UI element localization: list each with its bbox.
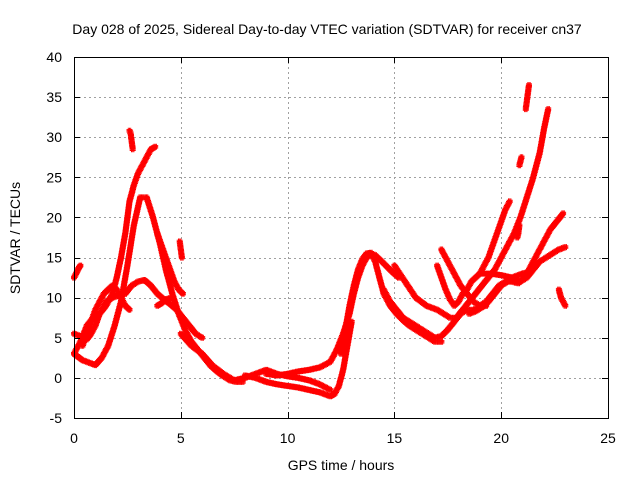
data-point-markers xyxy=(241,318,355,400)
data-point-markers xyxy=(71,194,246,385)
y-tick-label: 15 xyxy=(46,250,62,266)
data-point-markers xyxy=(263,250,402,379)
data-point-markers xyxy=(466,244,569,317)
series-spike-2.6 xyxy=(126,127,136,153)
y-tick-label: 30 xyxy=(46,129,62,145)
data-point-markers xyxy=(434,198,513,309)
series-track-p xyxy=(466,244,569,317)
y-tick-label: 25 xyxy=(46,169,62,185)
series-track-j xyxy=(263,250,402,379)
y-axis-label: SDTVAR / TECUs xyxy=(7,182,23,294)
data-point-markers xyxy=(154,230,186,297)
chart-title: Day 028 of 2025, Sidereal Day-to-day VTE… xyxy=(72,21,582,37)
label-layer: 0 5 10 15 20 25 -5 0 5 10 15 20 25 30 35 40 xyxy=(46,49,616,446)
data-point-markers xyxy=(126,127,136,153)
data-point-markers xyxy=(555,286,569,309)
data-point-markers xyxy=(154,294,176,309)
y-tick-label: 5 xyxy=(54,330,62,346)
series-spike-20.8 xyxy=(514,222,523,241)
x-tick-label: 20 xyxy=(493,430,509,446)
data-point-markers xyxy=(79,282,133,349)
y-tick-label: 35 xyxy=(46,89,62,105)
series-spike-20.9 xyxy=(516,154,525,169)
x-tick-label: 10 xyxy=(280,430,296,446)
y-tick-label: 40 xyxy=(46,49,62,65)
series-track-g xyxy=(154,294,176,309)
x-tick-label: 5 xyxy=(177,430,185,446)
series-spike-21.2 xyxy=(522,82,532,113)
y-tick-label: 20 xyxy=(46,209,62,225)
series-track-f xyxy=(154,230,186,297)
plot-frame xyxy=(74,57,609,419)
series-track-e xyxy=(79,282,133,349)
series-track-n xyxy=(434,198,513,309)
data-point-markers xyxy=(514,222,523,241)
data-point-markers xyxy=(522,82,532,113)
series-spike-5 xyxy=(176,238,185,261)
y-tick-label: 10 xyxy=(46,290,62,306)
data-point-markers xyxy=(176,238,185,261)
x-tick-label: 15 xyxy=(387,430,403,446)
x-axis-label: GPS time / hours xyxy=(288,457,395,473)
series-track-i xyxy=(241,318,355,400)
series-track-d xyxy=(71,262,84,281)
y-tick-label: 0 xyxy=(54,370,62,386)
data-point-markers xyxy=(476,269,532,281)
data-point-markers xyxy=(71,262,84,281)
series-track-q xyxy=(476,269,532,281)
tick-layer xyxy=(74,57,609,419)
x-tick-label: 25 xyxy=(600,430,616,446)
data-layer xyxy=(71,82,569,400)
series-tail-22.7 xyxy=(555,286,569,309)
data-point-markers xyxy=(516,154,525,169)
series-track-a xyxy=(71,194,246,385)
x-tick-label: 0 xyxy=(70,430,78,446)
y-tick-label: -5 xyxy=(50,410,63,426)
